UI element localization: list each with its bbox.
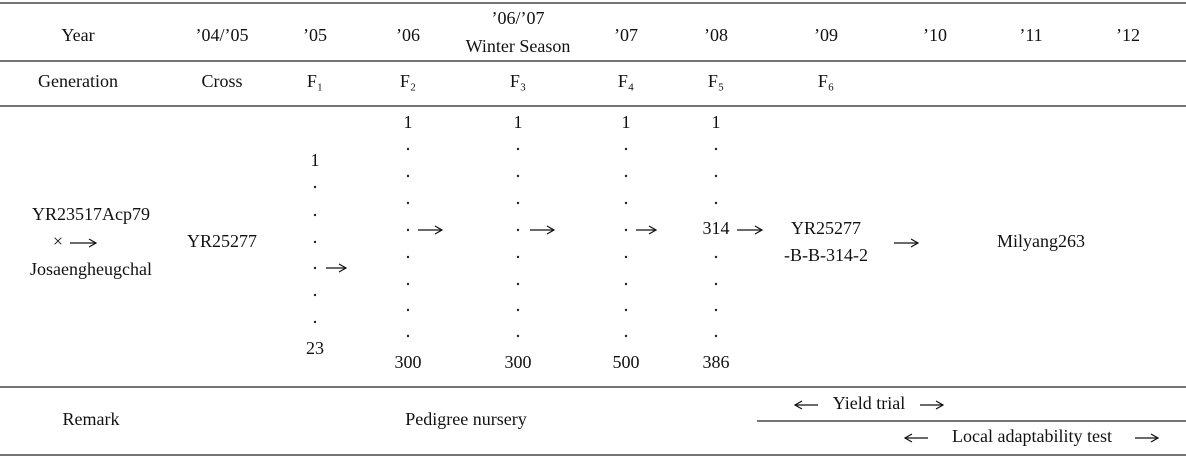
selection-name: YR25277 bbox=[791, 218, 861, 238]
arrow-head bbox=[88, 238, 98, 248]
line-number: 1 bbox=[622, 112, 631, 132]
generation-label: Cross bbox=[201, 71, 242, 91]
dot bbox=[624, 147, 628, 151]
generation-label: F₃ bbox=[510, 71, 526, 91]
season-label: Winter Season bbox=[466, 36, 571, 56]
dot bbox=[406, 174, 410, 178]
line-number: 23 bbox=[306, 338, 324, 358]
cross-name: YR25277 bbox=[187, 231, 257, 251]
dot bbox=[406, 255, 410, 259]
arrow-head bbox=[1150, 433, 1160, 443]
arrow-head bbox=[648, 225, 658, 235]
dot bbox=[714, 174, 718, 178]
generation-label: Generation bbox=[38, 71, 118, 91]
remark-label: Remark bbox=[63, 409, 120, 429]
dot bbox=[714, 308, 718, 312]
dot bbox=[313, 320, 317, 324]
arrow-head bbox=[793, 400, 803, 410]
year-label: ’11 bbox=[1019, 25, 1042, 45]
selection-name: -B-B-314-2 bbox=[784, 245, 868, 265]
dot bbox=[714, 282, 718, 286]
dot bbox=[624, 174, 628, 178]
dot bbox=[516, 201, 520, 205]
dot bbox=[624, 308, 628, 312]
arrow-head bbox=[546, 225, 556, 235]
dot bbox=[406, 228, 410, 232]
parent: YR23517Acp79 bbox=[32, 204, 150, 224]
cross-symbol: × bbox=[53, 231, 63, 251]
dot bbox=[624, 334, 628, 338]
year-label: ’04/’05 bbox=[196, 25, 249, 45]
generation-label: F₂ bbox=[400, 71, 416, 91]
line-number: 300 bbox=[395, 352, 422, 372]
arrow-head bbox=[935, 400, 945, 410]
year-label: ’06/’07 bbox=[492, 8, 545, 28]
year-label: ’07 bbox=[614, 25, 638, 45]
generation-label: F₄ bbox=[618, 71, 634, 91]
dot bbox=[516, 228, 520, 232]
dot bbox=[624, 282, 628, 286]
parent: Josaengheugchal bbox=[30, 259, 152, 279]
dot bbox=[624, 201, 628, 205]
remark-text: Local adaptability test bbox=[952, 426, 1112, 446]
generation-label: F₅ bbox=[708, 71, 724, 91]
dot bbox=[313, 266, 317, 270]
line-number: 1 bbox=[404, 112, 413, 132]
dot bbox=[313, 185, 317, 189]
dot bbox=[313, 213, 317, 217]
year-label: ’05 bbox=[303, 25, 327, 45]
year-label: ’12 bbox=[1116, 25, 1140, 45]
year-label: Year bbox=[61, 25, 94, 45]
year-label: ’10 bbox=[923, 25, 947, 45]
line-number: 1 bbox=[514, 112, 523, 132]
dot bbox=[624, 255, 628, 259]
dot bbox=[714, 334, 718, 338]
dot bbox=[406, 201, 410, 205]
year-label: ’08 bbox=[704, 25, 728, 45]
dot bbox=[406, 147, 410, 151]
line-number: 1 bbox=[311, 150, 320, 170]
year-label: ’09 bbox=[814, 25, 838, 45]
arrow-head bbox=[434, 225, 444, 235]
dot bbox=[624, 228, 628, 232]
line-number: 300 bbox=[505, 352, 532, 372]
dot bbox=[406, 282, 410, 286]
selected-line: 314 bbox=[703, 218, 730, 238]
dot bbox=[714, 147, 718, 151]
generation-label: F₁ bbox=[307, 71, 323, 91]
remark-text: Pedigree nursery bbox=[405, 409, 526, 429]
remark-text: Yield trial bbox=[833, 393, 905, 413]
year-label: ’06 bbox=[396, 25, 420, 45]
dot bbox=[516, 308, 520, 312]
dot bbox=[516, 174, 520, 178]
dot bbox=[313, 293, 317, 297]
dot bbox=[516, 147, 520, 151]
dot bbox=[516, 255, 520, 259]
dot bbox=[406, 334, 410, 338]
dot bbox=[406, 308, 410, 312]
dot bbox=[714, 255, 718, 259]
dot bbox=[516, 334, 520, 338]
variety-name: Milyang263 bbox=[997, 231, 1085, 251]
line-number: 1 bbox=[712, 112, 721, 132]
arrow-head bbox=[903, 433, 913, 443]
dot bbox=[516, 282, 520, 286]
arrow-head bbox=[754, 225, 764, 235]
dot bbox=[313, 240, 317, 244]
generation-label: F₆ bbox=[818, 71, 834, 91]
dot bbox=[714, 201, 718, 205]
line-number: 500 bbox=[613, 352, 640, 372]
arrow-head bbox=[338, 263, 348, 273]
line-number: 386 bbox=[703, 352, 730, 372]
arrow-head bbox=[910, 238, 920, 248]
